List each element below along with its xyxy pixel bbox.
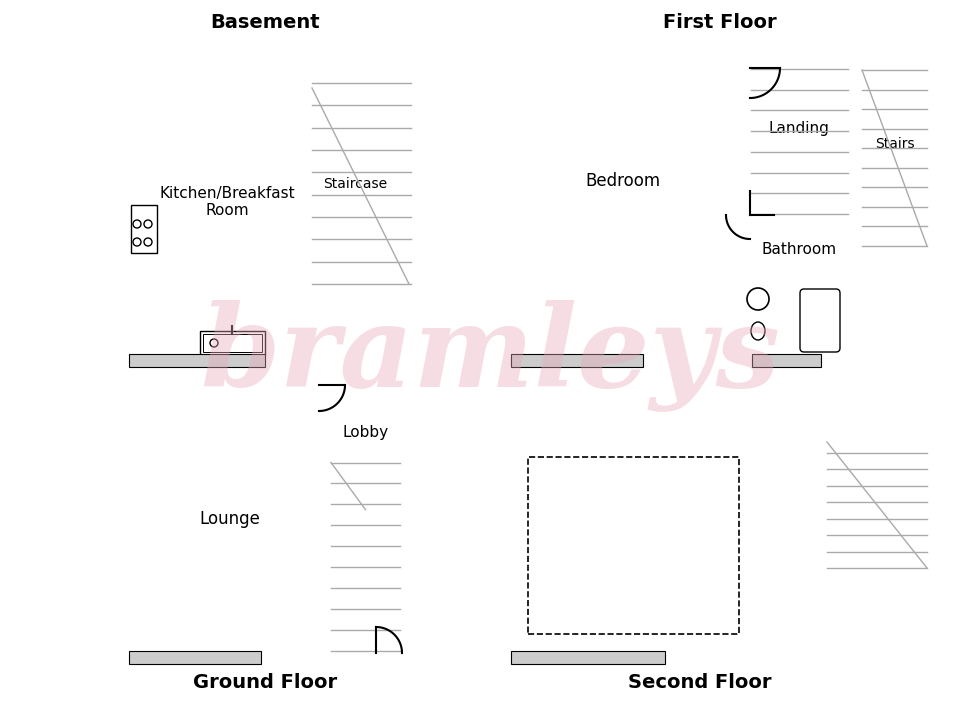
Text: Staircase: Staircase: [323, 177, 387, 191]
Text: Lounge: Lounge: [200, 510, 261, 528]
Text: Ground Floor: Ground Floor: [193, 673, 337, 691]
Bar: [500, 57, 940, 68]
Bar: [203, 334, 262, 352]
Bar: [402, 67, 413, 367]
Text: Second Floor: Second Floor: [628, 673, 772, 691]
Bar: [118, 67, 413, 78]
Bar: [929, 429, 940, 664]
Bar: [500, 429, 940, 664]
Text: Stairs: Stairs: [875, 137, 914, 151]
Bar: [929, 57, 940, 259]
Bar: [500, 429, 511, 664]
Text: Bedroom: Bedroom: [585, 172, 661, 190]
Bar: [752, 354, 821, 367]
Bar: [511, 651, 665, 664]
Bar: [319, 385, 330, 523]
Bar: [528, 457, 739, 634]
Bar: [118, 67, 129, 367]
Bar: [308, 374, 319, 534]
Bar: [200, 331, 265, 355]
Bar: [750, 226, 755, 237]
Bar: [308, 595, 330, 606]
Bar: [118, 356, 413, 367]
Bar: [739, 215, 849, 226]
Bar: [860, 248, 940, 259]
Bar: [500, 653, 940, 664]
Bar: [402, 374, 413, 664]
Bar: [814, 570, 940, 581]
Bar: [330, 385, 402, 653]
Bar: [500, 429, 940, 440]
Bar: [319, 606, 330, 653]
Bar: [825, 451, 929, 570]
Bar: [118, 374, 413, 664]
Bar: [929, 248, 940, 259]
Bar: [129, 651, 261, 664]
Bar: [849, 57, 860, 367]
Bar: [118, 374, 129, 664]
Text: Bedroom: Bedroom: [596, 537, 670, 555]
Bar: [739, 68, 750, 367]
Text: Landing: Landing: [768, 122, 829, 137]
Bar: [310, 78, 413, 289]
Bar: [118, 67, 413, 367]
FancyBboxPatch shape: [800, 289, 840, 352]
Bar: [118, 374, 413, 385]
Bar: [500, 57, 511, 367]
Text: Lobby: Lobby: [343, 424, 389, 439]
Bar: [299, 67, 310, 289]
Text: bramleys: bramleys: [200, 300, 780, 412]
Bar: [118, 653, 413, 664]
Bar: [129, 78, 140, 240]
Bar: [860, 68, 929, 248]
Text: Bathroom: Bathroom: [761, 243, 837, 258]
Bar: [511, 354, 643, 367]
Bar: [750, 68, 849, 215]
Text: Basement: Basement: [210, 13, 319, 31]
Bar: [750, 226, 849, 356]
Text: Kitchen/Breakfast
Room: Kitchen/Breakfast Room: [159, 186, 295, 218]
Bar: [131, 205, 157, 253]
Bar: [129, 354, 265, 367]
Text: First Floor: First Floor: [663, 13, 777, 31]
Bar: [500, 356, 860, 367]
Ellipse shape: [751, 322, 765, 340]
Bar: [500, 57, 940, 367]
Bar: [814, 440, 825, 581]
